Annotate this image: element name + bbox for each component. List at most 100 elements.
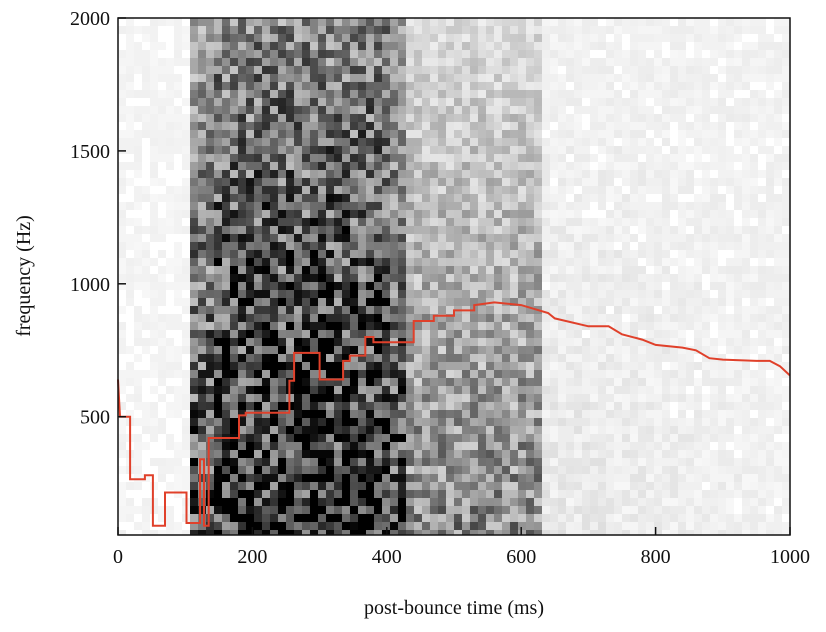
spectrogram-cell: [214, 74, 222, 82]
spectrogram-cell: [518, 50, 526, 58]
spectrogram-cell: [430, 82, 438, 90]
spectrogram-cell: [470, 98, 478, 106]
spectrogram-cell: [214, 130, 222, 138]
spectrogram-cell: [278, 282, 286, 290]
spectrogram-cell: [694, 410, 702, 418]
spectrogram-cell: [414, 170, 422, 178]
spectrogram-cell: [582, 474, 590, 482]
spectrogram-cell: [262, 82, 270, 90]
spectrogram-cell: [630, 370, 638, 378]
spectrogram-cell: [166, 146, 174, 154]
spectrogram-cell: [478, 426, 486, 434]
spectrogram-cell: [502, 522, 510, 530]
spectrogram-cell: [150, 258, 158, 266]
spectrogram-cell: [406, 106, 414, 114]
spectrogram-cell: [222, 226, 230, 234]
spectrogram-cell: [702, 42, 710, 50]
spectrogram-cell: [518, 442, 526, 450]
spectrogram-cell: [510, 426, 518, 434]
spectrogram-cell: [246, 98, 254, 106]
spectrogram-cell: [742, 186, 750, 194]
spectrogram-cell: [342, 434, 350, 442]
spectrogram-cell: [566, 122, 574, 130]
spectrogram-cell: [710, 514, 718, 522]
spectrogram-cell: [734, 378, 742, 386]
spectrogram-cell: [366, 98, 374, 106]
spectrogram-cell: [350, 474, 358, 482]
spectrogram-cell: [518, 314, 526, 322]
spectrogram-cell: [638, 466, 646, 474]
spectrogram-cell: [398, 50, 406, 58]
spectrogram-cell: [310, 386, 318, 394]
spectrogram-cell: [366, 490, 374, 498]
spectrogram-cell: [262, 314, 270, 322]
spectrogram-cell: [598, 506, 606, 514]
spectrogram-cell: [694, 250, 702, 258]
spectrogram-cell: [366, 522, 374, 530]
spectrogram-cell: [174, 298, 182, 306]
spectrogram-cell: [718, 130, 726, 138]
spectrogram-cell: [638, 42, 646, 50]
spectrogram-cell: [382, 274, 390, 282]
spectrogram-cell: [534, 274, 542, 282]
spectrogram-cell: [342, 106, 350, 114]
spectrogram-cell: [174, 58, 182, 66]
spectrogram-cell: [478, 394, 486, 402]
spectrogram-cell: [670, 226, 678, 234]
spectrogram-cell: [678, 498, 686, 506]
spectrogram-cell: [766, 442, 774, 450]
spectrogram-cell: [494, 506, 502, 514]
spectrogram-cell: [126, 482, 134, 490]
spectrogram-cell: [382, 234, 390, 242]
spectrogram-cell: [326, 138, 334, 146]
spectrogram-cell: [222, 258, 230, 266]
spectrogram-cell: [430, 362, 438, 370]
spectrogram-cell: [734, 402, 742, 410]
spectrogram-cell: [670, 298, 678, 306]
spectrogram-cell: [446, 130, 454, 138]
spectrogram-cell: [334, 106, 342, 114]
spectrogram-cell: [246, 418, 254, 426]
spectrogram-cell: [502, 338, 510, 346]
spectrogram-cell: [758, 402, 766, 410]
spectrogram-cell: [222, 322, 230, 330]
spectrogram-cell: [598, 226, 606, 234]
spectrogram-cell: [390, 194, 398, 202]
spectrogram-cell: [214, 362, 222, 370]
spectrogram-cell: [230, 74, 238, 82]
spectrogram-cell: [262, 498, 270, 506]
spectrogram-cell: [262, 474, 270, 482]
spectrogram-cell: [766, 194, 774, 202]
spectrogram-cell: [190, 346, 198, 354]
spectrogram-cell: [758, 298, 766, 306]
spectrogram-cell: [294, 362, 302, 370]
spectrogram-cell: [246, 114, 254, 122]
spectrogram-cell: [390, 122, 398, 130]
spectrogram-cell: [518, 450, 526, 458]
spectrogram-cell: [766, 266, 774, 274]
spectrogram-cell: [406, 58, 414, 66]
spectrogram-cell: [702, 362, 710, 370]
spectrogram-cell: [118, 242, 126, 250]
spectrogram-cell: [718, 498, 726, 506]
spectrogram-cell: [446, 194, 454, 202]
spectrogram-cell: [542, 226, 550, 234]
spectrogram-cell: [174, 458, 182, 466]
spectrogram-cell: [430, 290, 438, 298]
spectrogram-cell: [446, 474, 454, 482]
spectrogram-cell: [134, 42, 142, 50]
spectrogram-cell: [214, 170, 222, 178]
spectrogram-cell: [550, 514, 558, 522]
spectrogram-cell: [398, 506, 406, 514]
spectrogram-cell: [558, 210, 566, 218]
spectrogram-cell: [342, 250, 350, 258]
spectrogram-cell: [718, 290, 726, 298]
spectrogram-cell: [758, 394, 766, 402]
spectrogram-cell: [726, 506, 734, 514]
spectrogram-cell: [342, 514, 350, 522]
spectrogram-cell: [182, 162, 190, 170]
spectrogram-cell: [654, 122, 662, 130]
spectrogram-cell: [598, 330, 606, 338]
spectrogram-cell: [582, 346, 590, 354]
spectrogram-cell: [558, 346, 566, 354]
